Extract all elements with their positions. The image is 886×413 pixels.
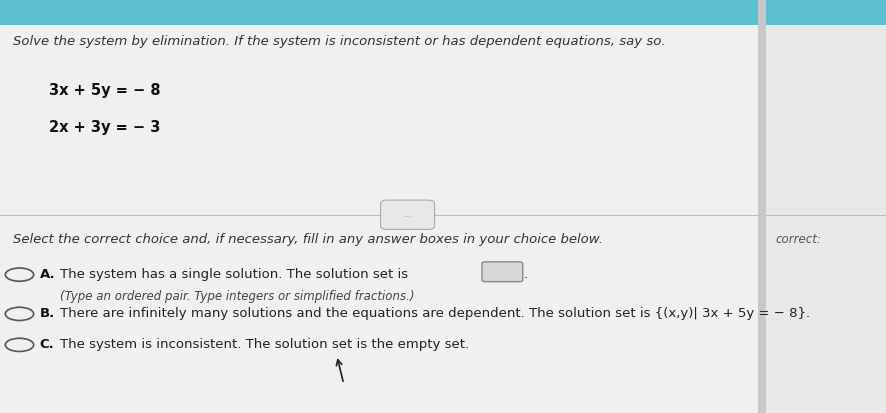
Text: The system is inconsistent. The solution set is the empty set.: The system is inconsistent. The solution…: [60, 338, 470, 351]
FancyBboxPatch shape: [380, 200, 434, 230]
Text: There are infinitely many solutions and the equations are dependent. The solutio: There are infinitely many solutions and …: [60, 307, 811, 320]
Text: A.: A.: [40, 268, 56, 280]
FancyBboxPatch shape: [766, 0, 886, 25]
Text: B.: B.: [40, 307, 55, 320]
FancyBboxPatch shape: [766, 0, 886, 413]
FancyBboxPatch shape: [0, 0, 758, 413]
Text: Select the correct choice and, if necessary, fill in any answer boxes in your ch: Select the correct choice and, if necess…: [13, 233, 603, 246]
FancyBboxPatch shape: [482, 262, 523, 282]
Text: .: .: [524, 268, 528, 280]
FancyBboxPatch shape: [0, 0, 758, 25]
Circle shape: [5, 268, 34, 281]
Circle shape: [5, 338, 34, 351]
Text: ...: ...: [404, 210, 411, 219]
Text: (Type an ordered pair. Type integers or simplified fractions.): (Type an ordered pair. Type integers or …: [60, 290, 415, 303]
Circle shape: [5, 307, 34, 320]
Text: The system has a single solution. The solution set is: The system has a single solution. The so…: [60, 268, 408, 280]
Text: 2x + 3y = − 3: 2x + 3y = − 3: [49, 120, 160, 135]
Text: C.: C.: [40, 338, 55, 351]
Text: 3x + 5y = − 8: 3x + 5y = − 8: [49, 83, 160, 97]
Text: Solve the system by elimination. If the system is inconsistent or has dependent : Solve the system by elimination. If the …: [13, 35, 666, 48]
Text: correct:: correct:: [775, 233, 821, 246]
